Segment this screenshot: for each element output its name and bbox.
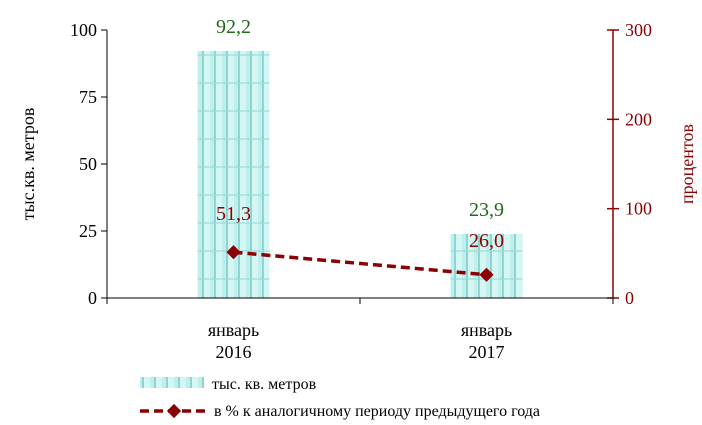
bar-1 — [450, 233, 523, 298]
category-label-1: январь 2017 — [461, 320, 512, 362]
line-value-label-1: 26,0 — [469, 230, 504, 252]
right-tick-label-2: 200 — [625, 109, 652, 129]
left-tick-label-3: 75 — [79, 87, 97, 107]
legend-bar-swatch — [140, 377, 204, 388]
left-tick-label-1: 25 — [79, 221, 97, 241]
legend-bar-label: тыс. кв. метров — [212, 376, 317, 393]
bar-0 — [197, 50, 270, 299]
line-point-0 — [226, 245, 241, 260]
right-tick-label-1: 100 — [625, 199, 652, 219]
left-tick-label-4: 100 — [70, 20, 97, 40]
y-axis-title: тыс.кв. метров — [18, 108, 38, 221]
left-tick-label-0: 0 — [88, 288, 97, 308]
left-tick-label-2: 50 — [79, 154, 97, 174]
legend-line-marker — [166, 403, 182, 419]
category-label-0: январь 2016 — [208, 320, 259, 362]
bar-value-label-0: 92,2 — [216, 16, 251, 38]
y2-axis-title: процентов — [677, 124, 697, 204]
right-tick-label-3: 300 — [625, 20, 652, 40]
line-value-label-0: 51,3 — [216, 203, 251, 225]
right-tick-label-0: 0 — [625, 288, 634, 308]
legend-line-label: в % к аналогичному периоду предыдущего г… — [214, 403, 540, 420]
line-series — [233, 250, 487, 277]
bar-value-label-1: 23,9 — [469, 199, 504, 221]
line-point-1 — [479, 267, 494, 282]
